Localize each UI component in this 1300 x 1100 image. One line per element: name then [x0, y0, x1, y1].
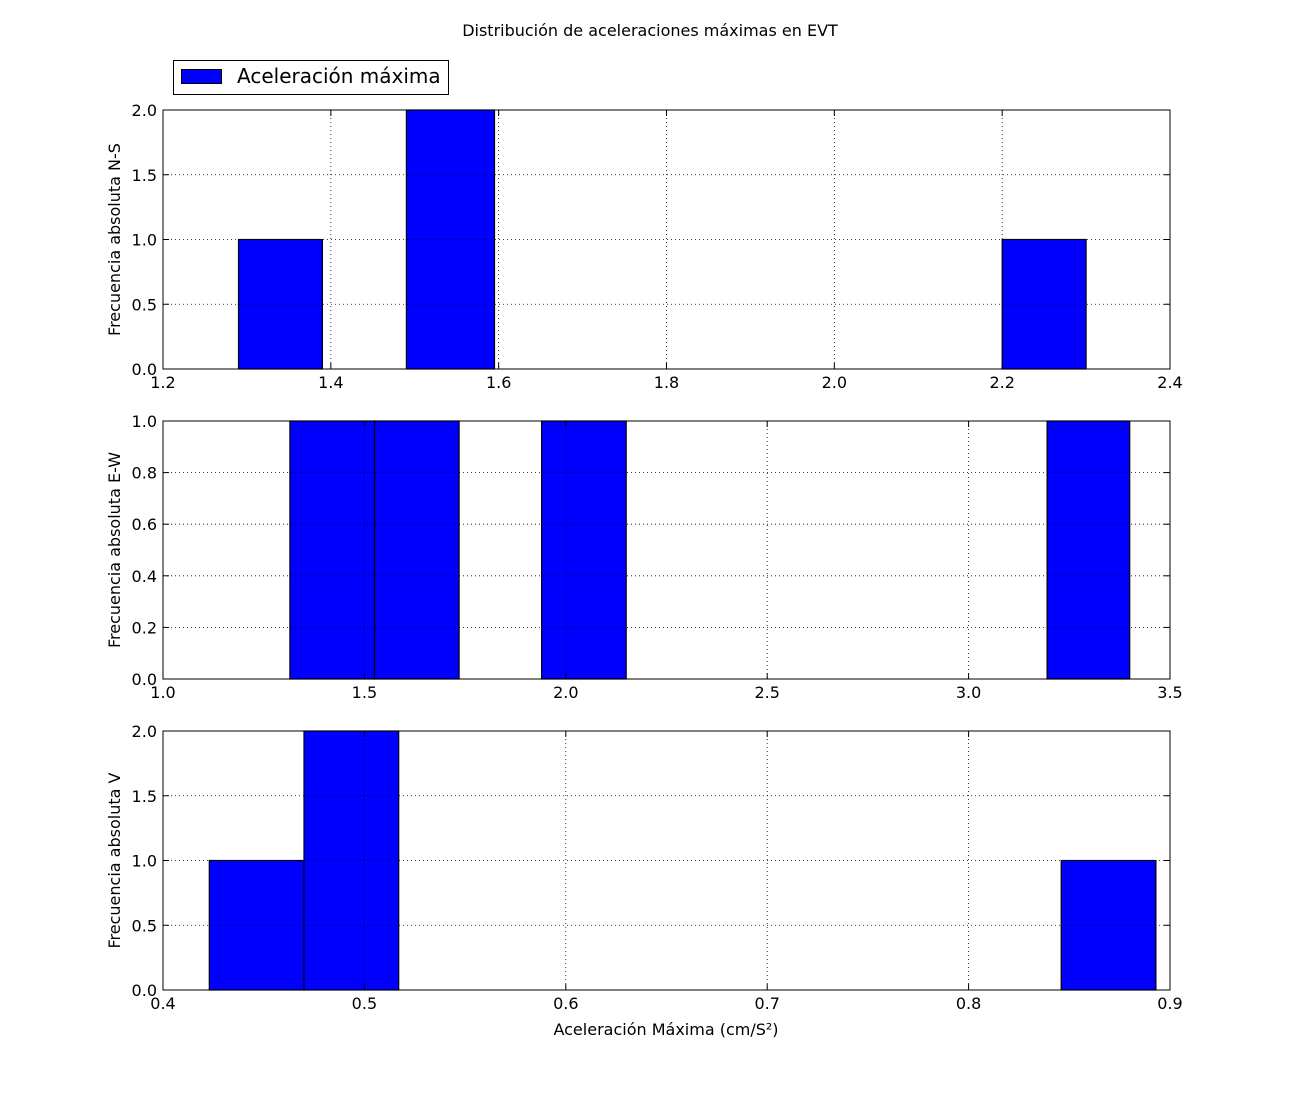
y-axis-label-v: Frecuencia absoluta V: [105, 772, 124, 948]
subplot-ns: 1.2 1.4 1.6 1.8 2.0 2.2 2.4 0.0 0.5 1.0 1.5 2.0 Frec…: [105, 101, 1183, 392]
bar-ew-4: [1046, 420, 1131, 680]
y-tick-label: 0.8: [132, 464, 157, 483]
subplot-v: 0.4 0.5 0.6 0.7 0.8 0.9 0.0 0.5 1.0 1.5 2.0 Frecuen…: [105, 722, 1183, 1013]
bar-ew-1: [289, 420, 376, 680]
y-tick-label: 2.0: [132, 101, 157, 120]
y-axis-label-ew: Frecuencia absoluta E-W: [105, 452, 124, 648]
y-tick-label: 0.5: [132, 295, 157, 314]
x-tick-label: 0.7: [754, 994, 779, 1013]
y-tick-label: 1.5: [132, 787, 157, 806]
x-tick-label: 2.0: [553, 683, 578, 702]
bar-ew-3: [540, 420, 627, 680]
x-tick-label: 2.4: [1157, 373, 1182, 392]
x-tick-label: 0.5: [352, 994, 377, 1013]
axes-frame: [162, 420, 1171, 680]
y-tick-label: 1.0: [132, 412, 157, 431]
x-tick-label: 2.0: [822, 373, 847, 392]
x-tick-label: 1.4: [318, 373, 343, 392]
x-tick-label: 1.8: [654, 373, 679, 392]
subplots: 1.2 1.4 1.6 1.8 2.0 2.2 2.4 0.0 0.5 1.0 1.5 2.0 Frec…: [105, 101, 1183, 1013]
y-tick-label: 0.0: [132, 981, 157, 1000]
x-tick-label: 3.0: [956, 683, 981, 702]
legend-swatch: [181, 69, 222, 84]
x-tick-label: 0.4: [150, 994, 175, 1013]
x-tick-label: 0.9: [1157, 994, 1182, 1013]
x-tick-label: 1.5: [352, 683, 377, 702]
bar-ew-2: [373, 420, 460, 680]
x-tick-label: 2.5: [754, 683, 779, 702]
x-tick-label: 0.6: [553, 994, 578, 1013]
x-tick-label: 2.2: [989, 373, 1014, 392]
y-tick-label: 0.5: [132, 916, 157, 935]
y-tick-label: 0.6: [132, 515, 157, 534]
y-tick-label: 2.0: [132, 722, 157, 741]
bar-v-3: [1060, 859, 1157, 991]
y-tick-label: 0.0: [132, 670, 157, 689]
bar-ns-1: [237, 238, 324, 370]
x-tick-label: 0.8: [956, 994, 981, 1013]
x-axis-label: Aceleración Máxima (cm/S²): [553, 1020, 778, 1039]
bar-ns-3: [1001, 238, 1087, 370]
y-tick-label: 1.0: [132, 852, 157, 871]
y-tick-label: 0.2: [132, 618, 157, 637]
y-tick-label: 1.0: [132, 231, 157, 250]
legend-label: Aceleración máxima: [237, 64, 441, 88]
subplot-ew: 1.0 1.5 2.0 2.5 3.0 3.5 0.0 0.2 0.4 0.6 0.8 1.0 Frec…: [105, 412, 1183, 702]
x-tick-label: 1.6: [486, 373, 511, 392]
x-tick-label: 1.0: [150, 683, 175, 702]
y-tick-label: 0.0: [132, 360, 157, 379]
bar-v-1: [208, 859, 305, 991]
legend: Aceleración máxima: [173, 60, 449, 95]
y-axis-label-ns: Frecuencia absoluta N-S: [105, 143, 124, 336]
chart-title: Distribución de aceleraciones máximas en…: [462, 21, 838, 40]
x-tick-label: 3.5: [1157, 683, 1182, 702]
x-tick-label: 1.2: [150, 373, 175, 392]
y-tick-label: 0.4: [132, 567, 157, 586]
y-tick-label: 1.5: [132, 166, 157, 185]
